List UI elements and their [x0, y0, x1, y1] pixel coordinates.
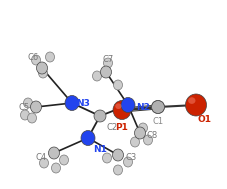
Text: C2: C2	[106, 122, 117, 132]
Ellipse shape	[38, 68, 47, 78]
Text: C7: C7	[102, 54, 113, 64]
Text: C6: C6	[27, 53, 38, 63]
Ellipse shape	[121, 98, 134, 112]
Text: P1: P1	[115, 123, 128, 132]
Ellipse shape	[36, 62, 47, 74]
Ellipse shape	[48, 147, 59, 159]
Ellipse shape	[185, 94, 206, 116]
Ellipse shape	[151, 101, 164, 114]
Ellipse shape	[134, 127, 145, 139]
Ellipse shape	[51, 163, 60, 173]
Text: C4: C4	[35, 153, 46, 163]
Ellipse shape	[130, 137, 139, 147]
Ellipse shape	[23, 98, 32, 108]
Text: C3: C3	[125, 153, 136, 163]
Ellipse shape	[113, 101, 131, 119]
Text: C1: C1	[152, 118, 163, 126]
Ellipse shape	[123, 157, 132, 167]
Ellipse shape	[102, 153, 111, 163]
Ellipse shape	[20, 110, 29, 120]
Ellipse shape	[39, 158, 48, 168]
Text: O1: O1	[197, 115, 211, 123]
Ellipse shape	[138, 123, 147, 133]
Ellipse shape	[59, 155, 68, 165]
Ellipse shape	[27, 113, 36, 123]
Text: N2: N2	[136, 102, 149, 112]
Ellipse shape	[103, 58, 112, 68]
Ellipse shape	[113, 80, 122, 90]
Ellipse shape	[115, 103, 121, 109]
Ellipse shape	[81, 130, 95, 146]
Ellipse shape	[65, 95, 79, 111]
Ellipse shape	[187, 97, 195, 104]
Ellipse shape	[94, 110, 106, 122]
Ellipse shape	[143, 135, 152, 145]
Ellipse shape	[100, 66, 111, 78]
Ellipse shape	[31, 55, 40, 65]
Text: C5: C5	[18, 102, 30, 112]
Text: N3: N3	[76, 98, 89, 108]
Text: N1: N1	[93, 146, 106, 154]
Ellipse shape	[92, 71, 101, 81]
Ellipse shape	[30, 101, 41, 113]
Ellipse shape	[45, 52, 54, 62]
Ellipse shape	[113, 165, 122, 175]
Text: C8: C8	[146, 130, 157, 139]
Ellipse shape	[112, 149, 123, 161]
